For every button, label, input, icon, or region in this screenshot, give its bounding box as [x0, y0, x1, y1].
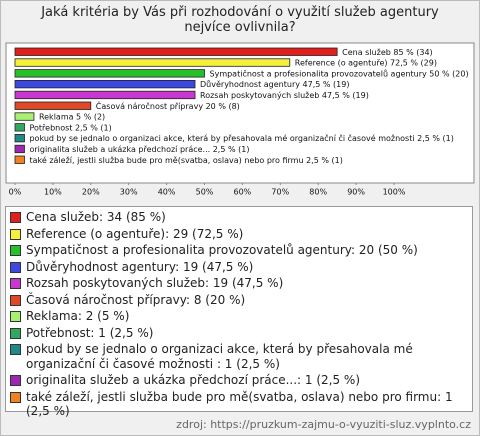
legend-swatch	[10, 375, 21, 386]
bar-label: také záleží, jestli služba bude pro mě(s…	[29, 155, 342, 165]
legend-swatch	[10, 344, 21, 355]
x-tick-label: 0%	[9, 188, 22, 197]
bar	[14, 123, 25, 132]
legend-swatch	[10, 311, 21, 322]
bar	[14, 69, 205, 78]
bar	[14, 47, 338, 56]
legend-swatch	[10, 278, 21, 289]
bar	[14, 112, 35, 121]
legend-label: pokud by se jednalo o organizaci akce, k…	[26, 342, 413, 371]
legend-label: Cena služeb: 34 (85 %)	[26, 210, 166, 224]
legend-item: Potřebnost: 1 (2,5 %)	[10, 326, 468, 341]
legend-label: originalita služeb a ukázka předchozí pr…	[26, 373, 361, 387]
legend-label: Reklama: 2 (5 %)	[26, 309, 130, 323]
bar-label: pokud by se jednalo o organizaci akce, k…	[29, 133, 453, 143]
legend-label: také záleží, jestli služba bude pro mě(s…	[26, 389, 453, 419]
x-tick-label: 90%	[347, 188, 365, 197]
bar	[14, 80, 196, 89]
bar-label: Důvěryhodnost agentury 47,5 % (19)	[200, 79, 349, 89]
legend-swatch	[10, 212, 21, 223]
legend: Cena služeb: 34 (85 %) Reference (o agent…	[5, 206, 473, 418]
legend-item: Cena služeb: 34 (85 %)	[10, 210, 468, 225]
legend-swatch	[10, 391, 21, 403]
x-tick-label: 40%	[158, 188, 176, 197]
source: zdroj: https://pruzkum-zajmu-o-vyuziti-s…	[176, 418, 471, 431]
bar-label: Sympatičnost a profesionalita provozovat…	[210, 68, 469, 78]
bar	[14, 101, 92, 110]
bar-label: Rozsah poskytovaných služeb 47,5 % (19)	[200, 91, 369, 100]
legend-item: originalita služeb a ukázka předchozí pr…	[10, 373, 468, 388]
bar	[14, 90, 196, 100]
x-tick-label: 20%	[82, 188, 100, 197]
bar-label: Reklama 5 % (2)	[39, 113, 105, 122]
bar	[14, 133, 25, 143]
bar-label: originalita služeb a ukázka předchozí pr…	[29, 145, 249, 154]
x-tick-label: 30%	[120, 188, 138, 197]
legend-label: Potřebnost: 1 (2,5 %)	[26, 325, 154, 340]
legend-item: také záleží, jestli služba bude pro mě(s…	[10, 390, 468, 419]
legend-item: Důvěryhodnost agentury: 19 (47,5 %)	[10, 260, 468, 275]
x-tick-label: 10%	[44, 188, 62, 197]
bar-label: Reference (o agentuře) 72,5 % (29)	[295, 59, 437, 68]
x-tick-label: 80%	[309, 188, 327, 197]
legend-item: Reklama: 2 (5 %)	[10, 309, 468, 324]
legend-label: Sympatičnost a profesionalita provozovat…	[26, 243, 418, 257]
x-tick-label: 100%	[383, 188, 406, 197]
legend-swatch	[10, 245, 21, 256]
legend-swatch	[10, 261, 21, 273]
legend-label: Reference (o agentuře): 29 (72,5 %)	[26, 226, 244, 241]
legend-item: Časová náročnost přípravy: 8 (20 %)	[10, 293, 468, 308]
bar-label: Časová náročnost přípravy 20 % (8)	[96, 100, 240, 111]
legend-item: Reference (o agentuře): 29 (72,5 %)	[10, 227, 468, 242]
legend-swatch	[10, 228, 21, 240]
legend-item: pokud by se jednalo o organizaci akce, k…	[10, 342, 468, 371]
legend-item: Rozsah poskytovaných služeb: 19 (47,5 %)	[10, 276, 468, 291]
x-tick-label: 70%	[271, 188, 289, 197]
legend-label: Časová náročnost přípravy: 8 (20 %)	[26, 292, 246, 307]
chart: Cena služeb 85 % (34) Reference (o agentu…	[5, 42, 475, 197]
x-tick-label: 60%	[234, 188, 252, 197]
bars: Cena služeb 85 % (34) Reference (o agentu…	[14, 47, 469, 165]
legend-item: Sympatičnost a profesionalita provozovat…	[10, 243, 468, 258]
bar	[14, 58, 291, 67]
x-tick-label: 50%	[196, 188, 214, 197]
legend-label: Rozsah poskytovaných služeb: 19 (47,5 %)	[26, 276, 284, 290]
legend-swatch	[10, 327, 21, 339]
bar	[14, 144, 25, 154]
chart-title: Jaká kritéria by Vás při rozhodování o v…	[41, 5, 439, 35]
legend-label: Důvěryhodnost agentury: 19 (47,5 %)	[26, 259, 254, 274]
bar-label: Potřebnost 2,5 % (1)	[29, 123, 111, 132]
bar	[14, 155, 25, 164]
bar-label: Cena služeb 85 % (34)	[342, 48, 433, 57]
legend-swatch	[10, 294, 21, 306]
